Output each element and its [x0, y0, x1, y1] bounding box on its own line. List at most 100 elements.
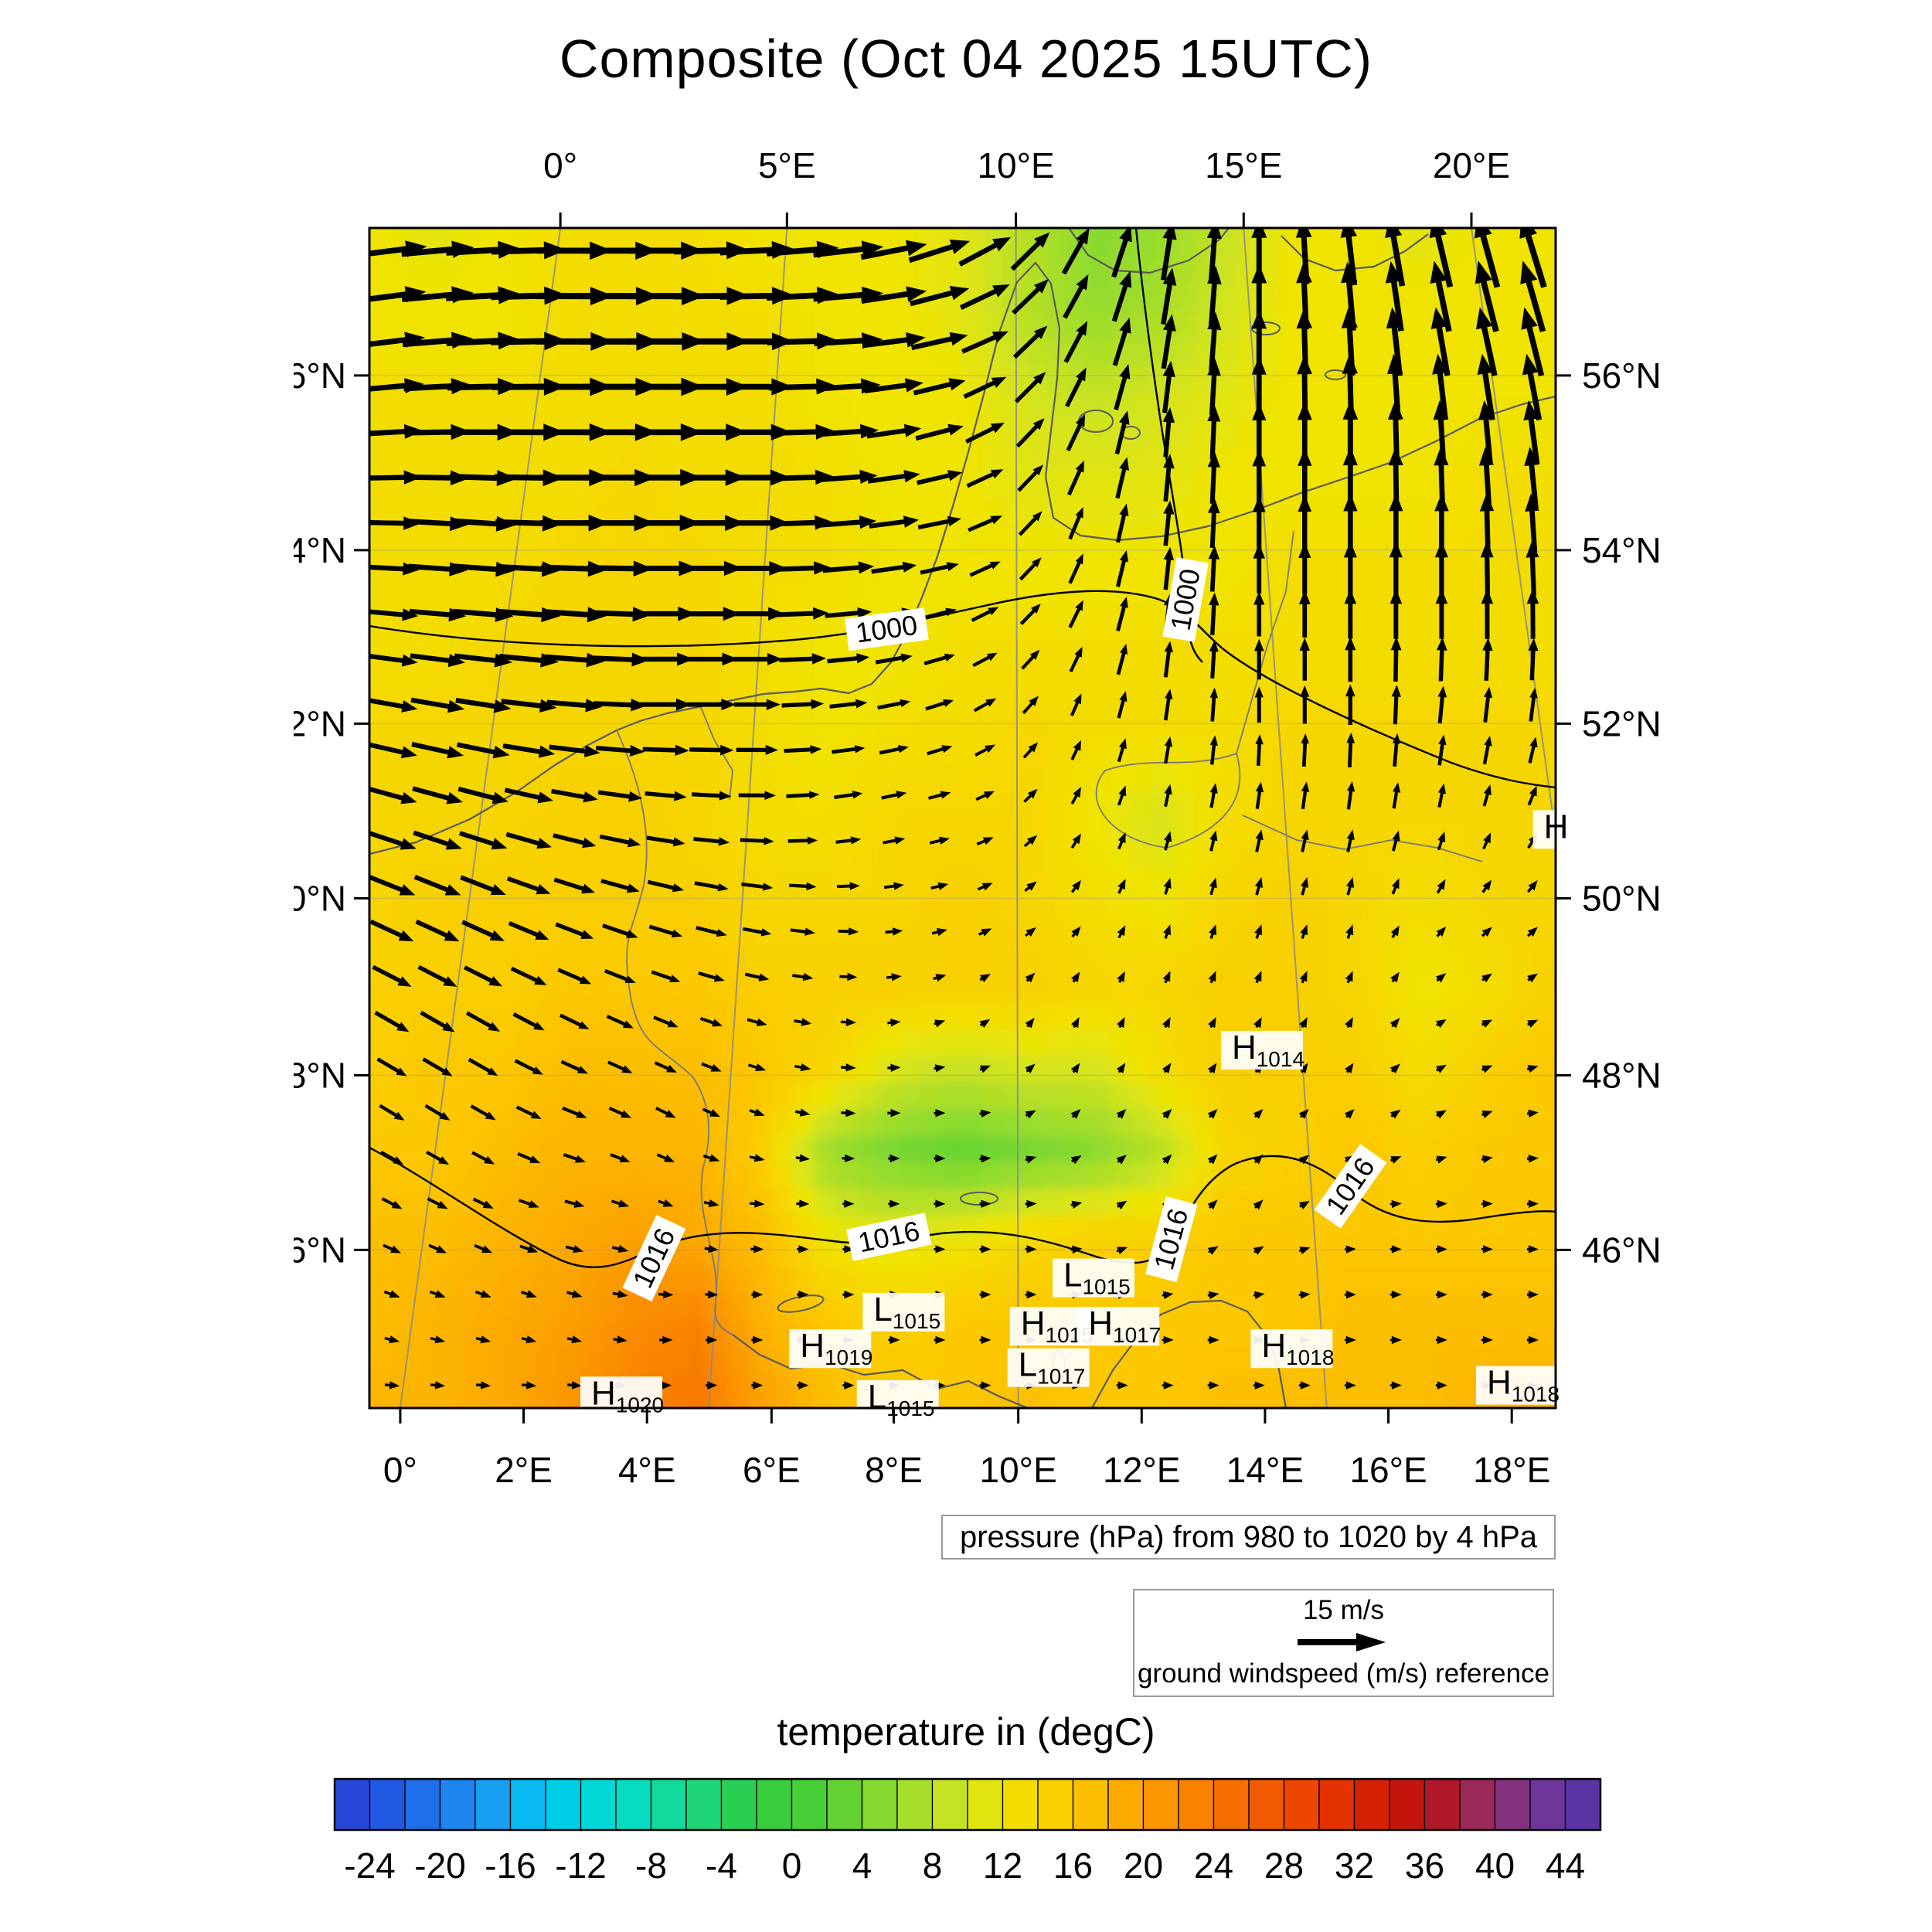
wind-arrow-head: [1301, 781, 1310, 792]
wind-arrow-head: [1300, 685, 1310, 697]
wind-arrow-head: [669, 975, 681, 983]
wind-arrow-head: [1072, 1245, 1083, 1254]
wind-arrow-head: [712, 1019, 723, 1027]
pressure-contour-label: 1000: [844, 607, 929, 651]
heat-cell: [1236, 1241, 1260, 1270]
heat-cell: [729, 1109, 752, 1138]
heat-cell: [623, 896, 647, 925]
wind-arrow-head: [798, 1290, 809, 1299]
wind-arrow-head: [1483, 832, 1492, 844]
heat-cell: [708, 843, 731, 872]
axis-label-top: 10°E: [977, 145, 1054, 185]
heat-cell: [1173, 419, 1196, 447]
heat-cell: [369, 1002, 372, 1032]
heat-cell: [813, 1241, 837, 1270]
heat-cell: [580, 445, 604, 474]
heat-cell: [390, 1082, 414, 1111]
wind-arrow-shaft: [1117, 745, 1125, 763]
wind-arrow-head: [1391, 1381, 1402, 1389]
heat-cell: [1110, 1162, 1133, 1191]
wind-arrow-head: [755, 1063, 767, 1072]
wind-arrow-shaft: [1529, 509, 1538, 553]
heat-cell: [1490, 1268, 1513, 1297]
wind-arrow-head: [1482, 638, 1493, 651]
wind-arrow-head: [671, 929, 683, 938]
heat-cell: [1532, 1241, 1556, 1270]
heat-cell: [454, 1162, 478, 1191]
heat-cell: [1046, 896, 1070, 925]
heat-cell: [1004, 1189, 1027, 1217]
heat-cell: [1046, 233, 1070, 262]
heat-cell: [982, 445, 1006, 474]
wind-arrow-head: [814, 561, 832, 575]
wind-arrow-shaft: [460, 875, 496, 893]
heat-cell: [1447, 1002, 1471, 1032]
heat-cell: [813, 1135, 837, 1164]
heat-cell: [1427, 764, 1450, 793]
wind-arrow-shaft: [1436, 325, 1451, 376]
heat-cell: [1173, 393, 1196, 421]
heat-cell: [771, 525, 794, 554]
heat-cell: [729, 1241, 752, 1270]
wind-arrow-shaft: [696, 926, 720, 936]
heat-cell: [898, 1109, 921, 1138]
wind-arrow-head: [396, 1022, 410, 1032]
heat-cell: [1490, 950, 1513, 978]
heat-cell: [1321, 525, 1345, 554]
heat-cell: [813, 1056, 837, 1084]
wind-arrow-shaft: [774, 565, 817, 572]
heat-cell: [1553, 313, 1556, 342]
heat-cell: [1447, 1294, 1471, 1323]
wind-arrow-head: [889, 1199, 900, 1208]
wind-arrow-head: [1523, 400, 1539, 421]
wind-arrow-head: [891, 973, 902, 981]
heat-cell: [686, 764, 710, 793]
pressure-center-box: [1475, 1366, 1558, 1405]
wind-arrow-head: [1526, 588, 1539, 604]
colorbar-cell: [1002, 1778, 1039, 1831]
heat-cell: [1278, 1400, 1302, 1408]
heat-cell: [1490, 976, 1513, 1005]
heat-cell: [560, 366, 583, 395]
colorbar-tick-label: 20: [1124, 1845, 1163, 1886]
wind-arrow-shaft: [866, 427, 908, 439]
wind-arrow-head: [1116, 1063, 1126, 1073]
wind-arrow-shaft: [1117, 698, 1126, 719]
heat-cell: [1131, 923, 1154, 952]
heat-cell: [1004, 843, 1027, 872]
heat-cell: [1236, 419, 1260, 447]
heat-cell: [1553, 711, 1556, 740]
wind-arrow-shaft: [1112, 328, 1128, 366]
wind-arrow-shaft: [422, 1057, 447, 1074]
wind-vector-layer: [369, 228, 1547, 1389]
wind-arrow-shaft: [506, 876, 541, 893]
wind-arrow-head: [663, 1290, 674, 1299]
heat-cell: [1215, 578, 1239, 607]
heat-cell: [1110, 950, 1133, 978]
pressure-center-text: L1017: [1019, 1346, 1086, 1389]
heat-cell: [855, 896, 879, 925]
heat-cell: [560, 525, 583, 554]
heat-cell: [1131, 817, 1154, 845]
heat-cell: [1110, 1029, 1133, 1058]
wind-arrow-head: [1437, 1245, 1447, 1253]
heat-cell: [623, 260, 647, 288]
heat-cell: [919, 923, 943, 952]
heat-cell: [496, 260, 519, 288]
heat-cell: [1363, 1268, 1386, 1297]
heat-cell: [496, 578, 519, 607]
heat-cell: [645, 228, 668, 236]
heat-cell: [1151, 1002, 1175, 1032]
wind-arrow-shaft: [369, 291, 409, 302]
heat-cell: [898, 923, 921, 952]
heat-cell: [1490, 923, 1513, 952]
wind-arrow-shaft: [1529, 648, 1536, 681]
colorbar-cell: [896, 1778, 934, 1831]
heat-cell: [1088, 498, 1112, 527]
wind-arrow-head: [1119, 270, 1132, 288]
wind-arrow-head: [949, 332, 968, 346]
heat-cell: [1342, 658, 1366, 686]
wind-arrow-shaft: [369, 519, 406, 526]
heat-cell: [1363, 1348, 1386, 1376]
wind-arrow-head: [844, 1381, 855, 1389]
